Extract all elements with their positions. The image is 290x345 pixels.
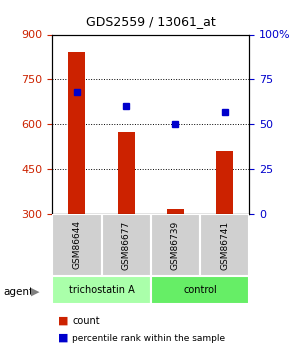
- Text: GSM86741: GSM86741: [220, 220, 229, 269]
- Text: ▶: ▶: [30, 287, 39, 296]
- Text: control: control: [183, 285, 217, 295]
- Text: ■: ■: [58, 316, 68, 326]
- FancyBboxPatch shape: [151, 214, 200, 276]
- Text: ■: ■: [58, 333, 68, 343]
- Text: GDS2559 / 13061_at: GDS2559 / 13061_at: [86, 14, 216, 28]
- FancyBboxPatch shape: [200, 214, 249, 276]
- FancyBboxPatch shape: [102, 214, 151, 276]
- Text: agent: agent: [3, 287, 33, 296]
- FancyBboxPatch shape: [52, 214, 102, 276]
- Bar: [216, 151, 233, 214]
- Bar: [167, 208, 184, 214]
- Text: percentile rank within the sample: percentile rank within the sample: [72, 334, 226, 343]
- Bar: [117, 132, 135, 214]
- FancyBboxPatch shape: [52, 276, 151, 304]
- Bar: [68, 52, 86, 214]
- FancyBboxPatch shape: [151, 276, 249, 304]
- Text: GSM86739: GSM86739: [171, 220, 180, 269]
- Text: GSM86677: GSM86677: [122, 220, 131, 269]
- Text: count: count: [72, 316, 100, 326]
- Text: GSM86644: GSM86644: [72, 220, 81, 269]
- Text: trichostatin A: trichostatin A: [69, 285, 134, 295]
